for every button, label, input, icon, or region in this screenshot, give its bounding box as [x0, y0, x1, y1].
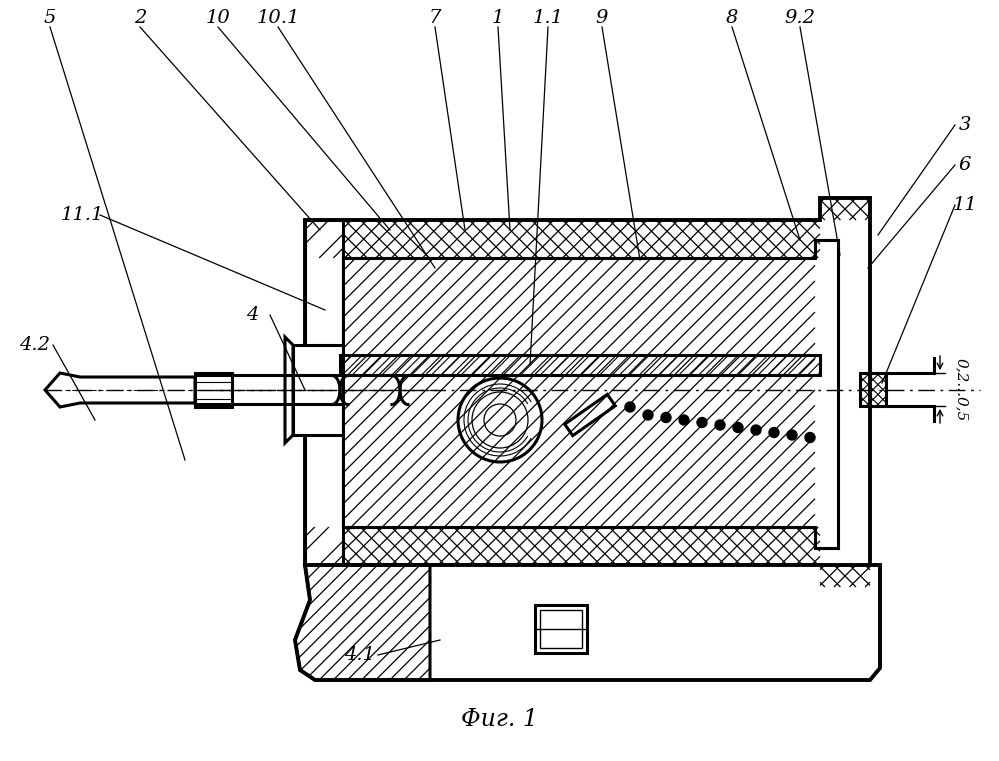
Circle shape [751, 425, 761, 435]
Text: 3: 3 [959, 116, 971, 134]
Text: 1: 1 [492, 9, 504, 27]
Polygon shape [305, 220, 343, 565]
Circle shape [805, 432, 815, 442]
Text: 1.1: 1.1 [532, 9, 563, 27]
Text: 6: 6 [959, 156, 971, 174]
Polygon shape [45, 373, 195, 407]
Bar [535, 605, 587, 653]
Circle shape [769, 428, 779, 438]
Text: 2: 2 [134, 9, 146, 27]
Text: 4.2: 4.2 [20, 336, 51, 354]
Text: 10.1: 10.1 [257, 9, 300, 27]
Circle shape [697, 418, 707, 428]
Circle shape [661, 412, 671, 422]
Polygon shape [195, 373, 232, 407]
Text: Фиг. 1: Фиг. 1 [461, 708, 537, 731]
Polygon shape [343, 240, 838, 548]
Bar [540, 610, 582, 648]
Text: 11.1: 11.1 [60, 206, 104, 224]
Circle shape [679, 415, 689, 425]
Polygon shape [285, 337, 293, 443]
Polygon shape [295, 565, 880, 680]
Polygon shape [293, 345, 343, 435]
Circle shape [733, 422, 743, 432]
Circle shape [715, 420, 725, 430]
Circle shape [643, 410, 653, 420]
Circle shape [458, 378, 542, 462]
Circle shape [787, 430, 797, 440]
Text: 7: 7 [429, 9, 442, 27]
Text: 9.2: 9.2 [784, 9, 815, 27]
Text: 11: 11 [953, 196, 977, 214]
Text: 5: 5 [44, 9, 56, 27]
Text: 9: 9 [595, 9, 608, 27]
Text: 4: 4 [246, 306, 258, 324]
Text: 0,2...0,5: 0,2...0,5 [954, 358, 968, 421]
Text: 8: 8 [726, 9, 738, 27]
Text: 10: 10 [206, 9, 231, 27]
Text: 4.1: 4.1 [345, 646, 376, 664]
Polygon shape [305, 198, 870, 587]
Polygon shape [564, 394, 615, 435]
Polygon shape [343, 240, 838, 548]
Circle shape [625, 402, 635, 412]
